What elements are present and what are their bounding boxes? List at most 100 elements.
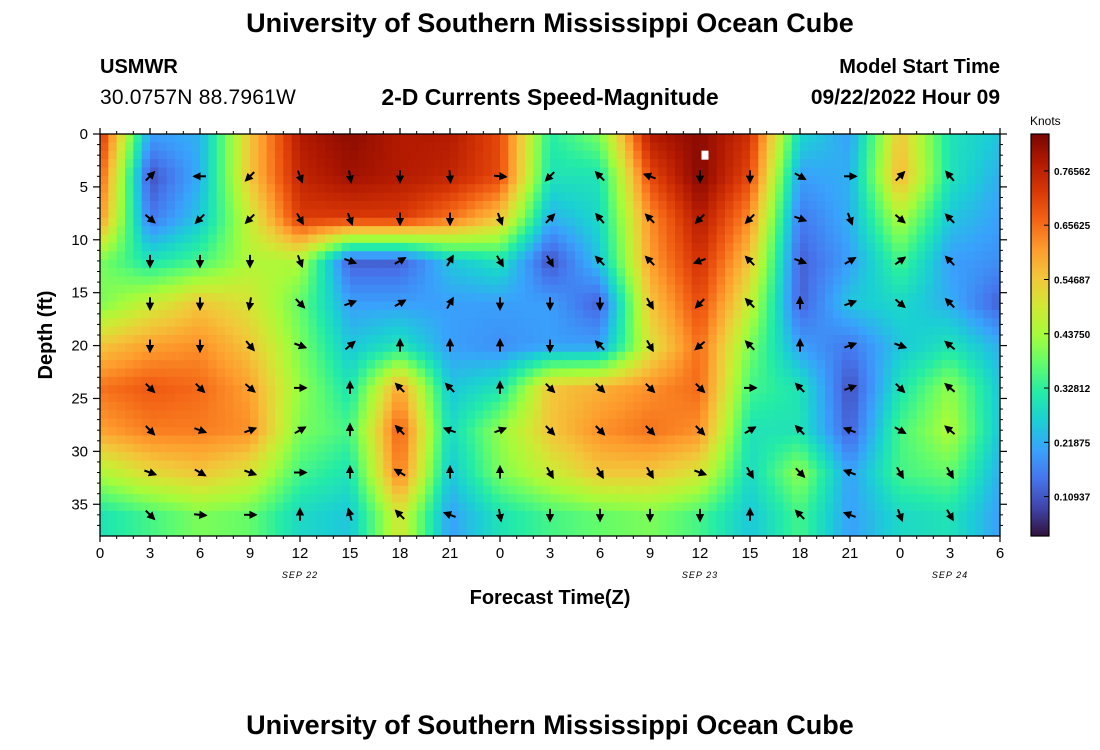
heatmap-cell bbox=[475, 502, 484, 512]
heatmap-cell bbox=[808, 318, 818, 328]
heatmap-cell bbox=[291, 159, 301, 169]
heatmap-cell bbox=[741, 276, 751, 286]
heatmap-cell bbox=[983, 142, 993, 152]
heatmap-cell bbox=[150, 368, 159, 378]
heatmap-cell bbox=[600, 360, 609, 370]
heatmap-cell bbox=[550, 234, 559, 244]
heatmap-cell bbox=[383, 167, 393, 177]
heatmap-cell bbox=[683, 242, 693, 252]
heatmap-cell bbox=[808, 502, 818, 512]
heatmap-cell bbox=[858, 268, 868, 277]
heatmap-cell bbox=[441, 477, 451, 487]
heatmap-cell bbox=[741, 335, 751, 344]
heatmap-cell bbox=[966, 385, 976, 395]
heatmap-cell bbox=[391, 502, 401, 512]
model-start-value: 09/22/2022 Hour 09 bbox=[810, 86, 1000, 109]
heatmap-cell bbox=[783, 435, 793, 445]
heatmap-cell bbox=[183, 435, 193, 445]
heatmap-cell bbox=[708, 301, 718, 311]
heatmap-cell bbox=[725, 301, 734, 311]
heatmap-cell bbox=[766, 427, 776, 437]
heatmap-cell bbox=[333, 494, 343, 504]
heatmap-cell bbox=[316, 150, 326, 160]
heatmap-cell bbox=[150, 192, 159, 202]
heatmap-cell bbox=[591, 494, 601, 504]
heatmap-cell bbox=[750, 402, 759, 411]
heatmap-cell bbox=[175, 192, 184, 202]
heatmap-cell bbox=[541, 234, 551, 244]
heatmap-cell bbox=[358, 142, 368, 152]
heatmap-cell bbox=[166, 477, 176, 487]
heatmap-cell bbox=[400, 309, 409, 319]
heatmap-cell bbox=[383, 259, 393, 269]
heatmap-cell bbox=[933, 293, 943, 303]
heatmap-cell bbox=[425, 259, 434, 269]
heatmap-cell bbox=[966, 234, 976, 244]
heatmap-cell bbox=[583, 284, 593, 294]
heatmap-cell bbox=[191, 142, 201, 152]
heatmap-cell bbox=[108, 217, 118, 227]
heatmap-cell bbox=[708, 368, 718, 378]
heatmap-cell bbox=[950, 150, 959, 160]
heatmap-cell bbox=[716, 502, 726, 512]
heatmap-cell bbox=[658, 485, 668, 495]
heatmap-cell bbox=[900, 460, 909, 470]
heatmap-cell bbox=[433, 201, 443, 210]
heatmap-cell bbox=[866, 326, 876, 336]
heatmap-cell bbox=[358, 150, 368, 160]
heatmap-cell bbox=[508, 268, 518, 277]
heatmap-cell bbox=[125, 242, 134, 252]
heatmap-cell bbox=[933, 184, 943, 194]
heatmap-cell bbox=[191, 402, 201, 411]
heatmap-cell bbox=[108, 242, 118, 252]
heatmap-cell bbox=[283, 393, 293, 403]
heatmap-cell bbox=[608, 510, 618, 520]
heatmap-cell bbox=[975, 192, 984, 202]
heatmap-cell bbox=[975, 360, 984, 370]
heatmap-cell bbox=[175, 184, 184, 194]
heatmap-cell bbox=[541, 385, 551, 395]
heatmap-cell bbox=[991, 385, 1000, 395]
heatmap-cell bbox=[233, 376, 243, 386]
heatmap-cell bbox=[583, 326, 593, 336]
heatmap-cell bbox=[366, 410, 376, 420]
heatmap-cell bbox=[808, 226, 818, 236]
heatmap-cell bbox=[533, 435, 543, 445]
heatmap-cell bbox=[333, 326, 343, 336]
heatmap-cell bbox=[408, 251, 418, 261]
heatmap-cell bbox=[450, 418, 459, 428]
heatmap-cell bbox=[883, 510, 893, 520]
heatmap-cell bbox=[133, 251, 143, 261]
heatmap-cell bbox=[966, 184, 976, 194]
heatmap-cell bbox=[291, 477, 301, 487]
heatmap-cell bbox=[116, 150, 126, 160]
heatmap-cell bbox=[150, 242, 159, 252]
heatmap-cell bbox=[133, 201, 143, 210]
heatmap-cell bbox=[533, 460, 543, 470]
heatmap-cell bbox=[700, 477, 709, 487]
heatmap-cell bbox=[866, 393, 876, 403]
heatmap-cell bbox=[200, 326, 209, 336]
heatmap-cell bbox=[800, 309, 809, 319]
heatmap-cell bbox=[833, 351, 843, 361]
heatmap-cell bbox=[375, 276, 384, 286]
heatmap-cell bbox=[725, 343, 734, 353]
heatmap-cell bbox=[675, 234, 684, 244]
heatmap-cell bbox=[741, 226, 751, 236]
heatmap-cell bbox=[433, 427, 443, 437]
heatmap-cell bbox=[316, 469, 326, 478]
heatmap-cell bbox=[108, 343, 118, 353]
heatmap-cell bbox=[483, 159, 493, 169]
heatmap-cell bbox=[691, 376, 701, 386]
heatmap-cell bbox=[733, 301, 743, 311]
heatmap-cell bbox=[100, 192, 109, 202]
heatmap-cell bbox=[166, 209, 176, 219]
heatmap-cell bbox=[416, 485, 426, 495]
heatmap-cell bbox=[166, 343, 176, 353]
heatmap-cell bbox=[958, 410, 968, 420]
heatmap-cell bbox=[941, 175, 951, 185]
heatmap-cell bbox=[233, 410, 243, 420]
heatmap-cell bbox=[400, 435, 409, 445]
heatmap-cell bbox=[783, 217, 793, 227]
heatmap-cell bbox=[916, 435, 926, 445]
